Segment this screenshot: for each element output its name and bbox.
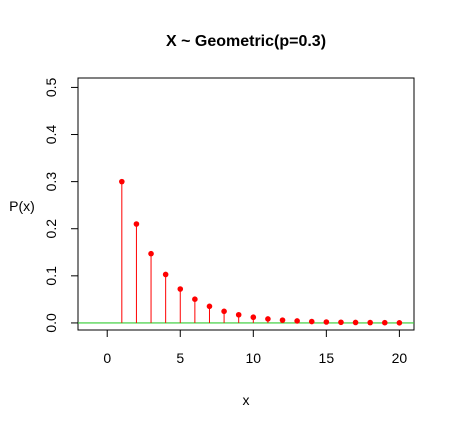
data-point: [279, 317, 286, 323]
x-tick-label: 15: [319, 350, 335, 366]
x-tick-label: 20: [392, 350, 408, 366]
x-tick-label: 5: [176, 350, 184, 366]
x-axis-label: x: [243, 392, 250, 408]
x-tick-label: 10: [246, 350, 262, 366]
data-point: [250, 314, 257, 321]
data-point: [221, 308, 227, 315]
data-point: [192, 296, 198, 302]
y-tick-label: 0.1: [43, 266, 59, 286]
y-tick-label: 0.0: [43, 313, 59, 333]
data-point: [265, 316, 271, 322]
data-point: [338, 319, 344, 326]
x-tick-label: 0: [103, 350, 111, 366]
data-point: [381, 319, 388, 326]
axes: 0 5 10 15 20 0.0 0.1 0.2 0.3 0.4 0.5: [43, 77, 407, 366]
data-point: [396, 319, 403, 326]
data-point: [235, 311, 242, 318]
chart-title: X ~ Geometric(p=0.3): [166, 33, 326, 50]
y-tick-label: 0.5: [43, 77, 59, 97]
data-point: [119, 178, 125, 185]
data-point: [162, 271, 169, 278]
y-tick-label: 0.4: [43, 125, 59, 145]
data-point: [148, 250, 154, 257]
data-point: [133, 221, 140, 227]
data-point: [177, 286, 184, 292]
data-point: [323, 319, 330, 325]
y-axis-label: P(x): [9, 198, 35, 214]
data-point: [206, 303, 213, 310]
data-point: [294, 318, 300, 324]
y-tick-label: 0.2: [43, 219, 59, 239]
data-point: [352, 319, 359, 326]
data-point: [367, 319, 373, 326]
data-marks: [78, 178, 414, 326]
data-point: [308, 318, 315, 325]
plot-frame: [77, 77, 415, 331]
y-tick-label: 0.3: [43, 172, 59, 192]
